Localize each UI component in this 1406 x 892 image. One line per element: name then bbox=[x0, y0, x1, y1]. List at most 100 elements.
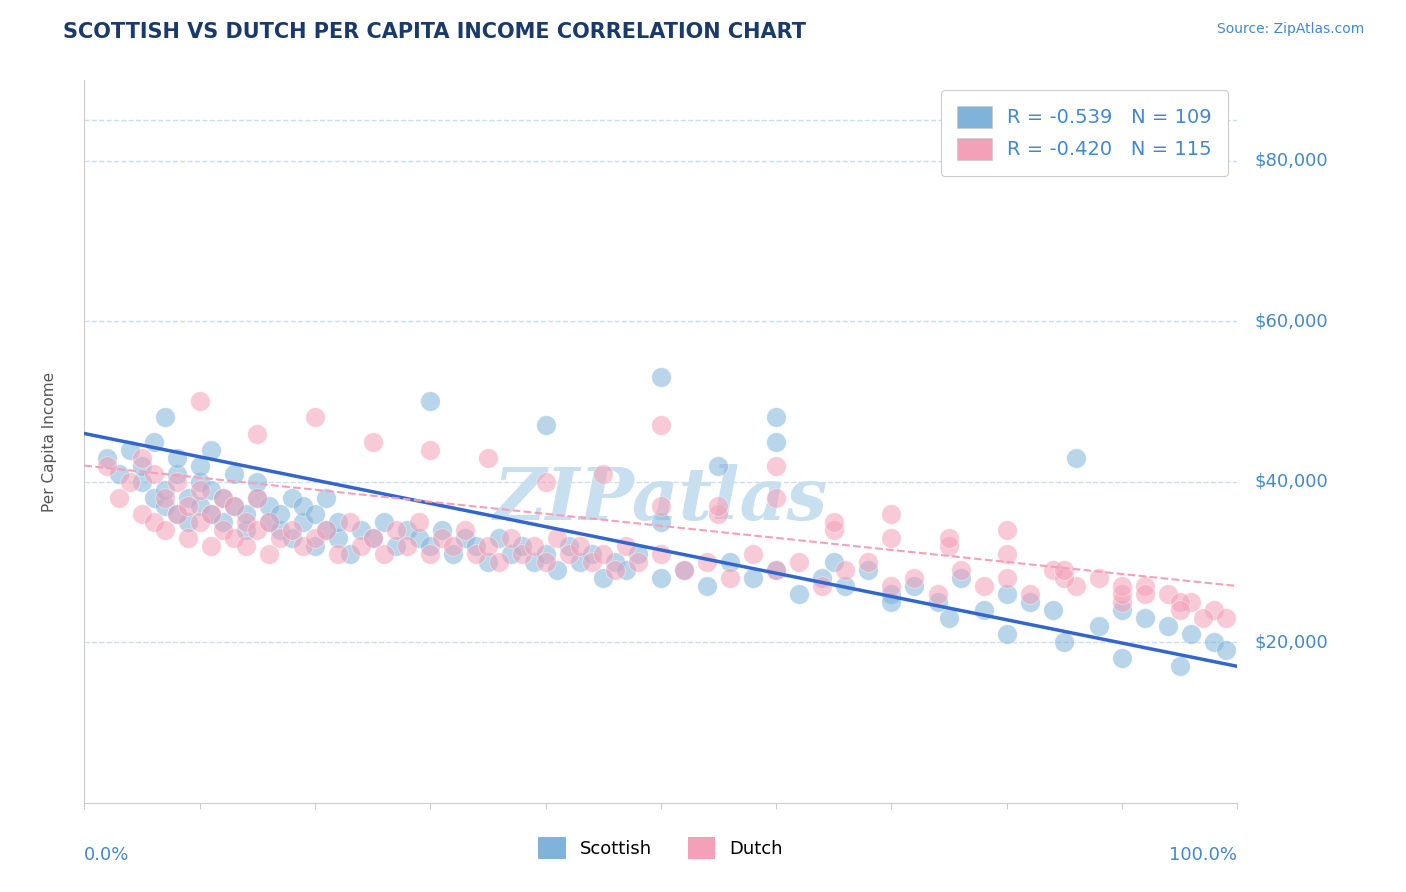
Point bbox=[707, 507, 730, 521]
Point bbox=[696, 555, 718, 569]
Point bbox=[765, 563, 787, 577]
Point bbox=[142, 491, 165, 505]
Point bbox=[1111, 603, 1133, 617]
Point bbox=[903, 571, 925, 585]
Point bbox=[454, 531, 477, 545]
Point bbox=[1133, 611, 1156, 625]
Point bbox=[131, 458, 153, 473]
Point bbox=[1042, 563, 1064, 577]
Point bbox=[131, 450, 153, 465]
Point bbox=[211, 515, 233, 529]
Point bbox=[1053, 563, 1076, 577]
Point bbox=[454, 523, 477, 537]
Point bbox=[995, 627, 1018, 641]
Point bbox=[903, 579, 925, 593]
Point bbox=[224, 499, 246, 513]
Point bbox=[534, 418, 557, 433]
Point bbox=[441, 547, 464, 561]
Point bbox=[269, 507, 291, 521]
Point bbox=[211, 491, 233, 505]
Point bbox=[1157, 619, 1180, 633]
Point bbox=[973, 603, 995, 617]
Point bbox=[419, 394, 441, 409]
Point bbox=[477, 555, 499, 569]
Point bbox=[569, 555, 592, 569]
Text: $40,000: $40,000 bbox=[1254, 473, 1329, 491]
Text: 100.0%: 100.0% bbox=[1170, 847, 1237, 864]
Point bbox=[1064, 579, 1087, 593]
Point bbox=[188, 499, 211, 513]
Point bbox=[315, 491, 337, 505]
Point bbox=[304, 531, 326, 545]
Text: ZIPatlas: ZIPatlas bbox=[494, 464, 828, 535]
Point bbox=[396, 539, 419, 553]
Point bbox=[315, 523, 337, 537]
Point bbox=[581, 555, 603, 569]
Point bbox=[880, 587, 903, 601]
Point bbox=[1111, 595, 1133, 609]
Point bbox=[880, 595, 903, 609]
Point bbox=[938, 611, 960, 625]
Point bbox=[315, 523, 337, 537]
Point bbox=[373, 515, 395, 529]
Point bbox=[269, 523, 291, 537]
Point bbox=[177, 499, 200, 513]
Point bbox=[224, 531, 246, 545]
Point bbox=[200, 483, 222, 497]
Point bbox=[1053, 635, 1076, 649]
Point bbox=[281, 531, 304, 545]
Point bbox=[257, 515, 280, 529]
Point bbox=[142, 467, 165, 481]
Point bbox=[765, 563, 787, 577]
Point bbox=[603, 555, 626, 569]
Point bbox=[257, 515, 280, 529]
Point bbox=[949, 571, 972, 585]
Point bbox=[166, 450, 188, 465]
Point bbox=[938, 539, 960, 553]
Point bbox=[211, 523, 233, 537]
Point bbox=[823, 555, 845, 569]
Point bbox=[1018, 595, 1040, 609]
Point bbox=[235, 507, 257, 521]
Point bbox=[742, 547, 765, 561]
Point bbox=[823, 515, 845, 529]
Point bbox=[153, 410, 176, 425]
Point bbox=[200, 507, 222, 521]
Point bbox=[1215, 643, 1237, 657]
Point bbox=[304, 539, 326, 553]
Point bbox=[465, 539, 488, 553]
Point bbox=[603, 563, 626, 577]
Point bbox=[188, 458, 211, 473]
Point bbox=[396, 523, 419, 537]
Text: $80,000: $80,000 bbox=[1254, 152, 1329, 169]
Point bbox=[650, 515, 672, 529]
Text: Per Capita Income: Per Capita Income bbox=[42, 371, 58, 512]
Point bbox=[257, 547, 280, 561]
Point bbox=[200, 507, 222, 521]
Point bbox=[672, 563, 695, 577]
Point bbox=[153, 499, 176, 513]
Point bbox=[765, 410, 787, 425]
Point bbox=[292, 539, 315, 553]
Point bbox=[361, 531, 384, 545]
Point bbox=[430, 531, 453, 545]
Point bbox=[350, 539, 373, 553]
Point bbox=[546, 531, 568, 545]
Text: $20,000: $20,000 bbox=[1254, 633, 1329, 651]
Point bbox=[384, 523, 406, 537]
Point bbox=[834, 563, 856, 577]
Point bbox=[1157, 587, 1180, 601]
Point bbox=[995, 587, 1018, 601]
Point bbox=[650, 571, 672, 585]
Point bbox=[96, 458, 118, 473]
Point bbox=[419, 442, 441, 457]
Point bbox=[384, 539, 406, 553]
Point bbox=[1168, 659, 1191, 673]
Point bbox=[1204, 635, 1226, 649]
Point bbox=[1191, 611, 1213, 625]
Point bbox=[326, 547, 349, 561]
Point bbox=[880, 507, 903, 521]
Point bbox=[304, 507, 326, 521]
Point bbox=[339, 515, 361, 529]
Point bbox=[430, 523, 453, 537]
